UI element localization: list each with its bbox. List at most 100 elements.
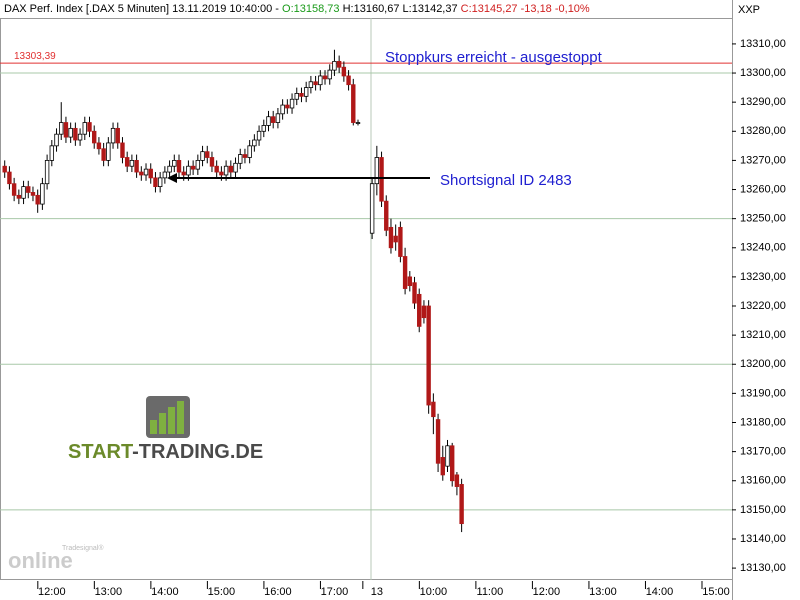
x-tick-label: 10:00 (420, 586, 448, 598)
arrow-head (167, 173, 177, 183)
x-tick-label: 13:00 (589, 586, 617, 598)
candle-body (21, 186, 26, 199)
candle-body (407, 276, 413, 287)
candle-body (214, 165, 219, 173)
candle-body (285, 104, 290, 109)
candle-body (228, 165, 234, 173)
candle-body (271, 116, 276, 123)
logo-bar (150, 420, 157, 434)
candle-body (2, 165, 7, 173)
candle-body (417, 293, 422, 327)
candle-body (139, 171, 144, 176)
y-tick-label: 13190,00 (740, 387, 786, 399)
logo-bar (177, 401, 184, 434)
candle-body (54, 133, 59, 147)
y-tick-label: 13180,00 (740, 416, 786, 428)
candle-body (421, 305, 427, 319)
candle-body (35, 194, 40, 205)
annotation: Stoppkurs erreicht - ausgestoppt (385, 49, 603, 66)
y-tick-label: 13310,00 (740, 38, 786, 50)
candle-body (143, 168, 149, 176)
x-tick-label: 16:00 (264, 586, 292, 598)
header: DAX Perf. Index [.DAX 5 Minuten] 13.11.2… (4, 3, 590, 15)
candle-body (336, 60, 342, 68)
x-tick-label: 13:00 (95, 586, 123, 598)
candle-body (369, 183, 375, 234)
candle-body (40, 183, 45, 205)
x-tick-label: 14:00 (646, 586, 674, 598)
header-title: DAX Perf. Index [.DAX 5 Minuten] 13.11.2… (4, 3, 279, 15)
x-tick-label: 12:00 (533, 586, 561, 598)
candle-body (280, 104, 285, 115)
candle-body (106, 142, 111, 161)
y-tick-label: 13250,00 (740, 213, 786, 225)
y-tick-label: 13280,00 (740, 125, 786, 137)
y-tick-label: 13140,00 (740, 533, 786, 545)
candle-body (190, 165, 196, 170)
header-open: O:13158,73 (282, 3, 340, 15)
candle-body (59, 122, 64, 135)
candle-body (289, 98, 295, 109)
candle-body (195, 160, 201, 170)
candle-body (49, 145, 55, 161)
candle-body (440, 457, 445, 476)
candle-body (355, 122, 361, 124)
x-tick-label: 15:00 (208, 586, 236, 598)
candle-body (205, 151, 210, 158)
candle-body (162, 171, 168, 179)
brand-small: Tradesignal® (62, 544, 104, 552)
candle-body (219, 171, 224, 176)
candle-body (252, 139, 257, 147)
candle-body (459, 484, 464, 525)
candle-body (153, 177, 158, 188)
candle-body (44, 160, 50, 185)
x-tick-label: 13 (371, 586, 383, 598)
y-tick-label: 13220,00 (740, 300, 786, 312)
candle-body (431, 401, 436, 418)
x-tick-label: 12:00 (38, 586, 66, 598)
candle-body (435, 419, 441, 464)
candle-body (318, 75, 323, 86)
candle-body (450, 445, 455, 482)
candle-body (16, 194, 22, 199)
logo-bar (159, 413, 166, 434)
candle-body (129, 160, 135, 167)
candle-body (120, 142, 125, 158)
candle-body (181, 171, 186, 176)
y-tick-label: 13150,00 (740, 504, 786, 516)
candle-body (412, 282, 417, 304)
candle-body (209, 157, 215, 167)
x-tick-label: 11:00 (477, 586, 504, 598)
candle-body (167, 165, 172, 173)
y-tick-label: 13260,00 (740, 183, 786, 195)
logo-bar (168, 407, 175, 434)
annotation: Shortsignal ID 2483 (440, 172, 572, 189)
candle-body (445, 445, 450, 467)
candle-body (256, 130, 262, 141)
candle-body (327, 69, 332, 80)
candle-body (82, 122, 87, 135)
watermark-part: START (68, 441, 133, 463)
y-tick-label: 13130,00 (740, 562, 786, 574)
candle-body (115, 127, 120, 144)
header-high: H:13160,67 (343, 3, 400, 15)
candle-body (393, 235, 398, 243)
candle-body (96, 142, 102, 150)
stop-label: 13303,39 (14, 51, 56, 62)
header-low: L:13142,37 (403, 3, 458, 15)
y-tick-label: 13230,00 (740, 271, 786, 283)
y-tick-label: 13210,00 (740, 329, 786, 341)
candle-body (379, 157, 384, 202)
y-tick-label: 13200,00 (740, 358, 786, 370)
candle-body (7, 171, 12, 185)
y-tick-label: 13160,00 (740, 475, 786, 487)
candle-body (242, 154, 248, 158)
candle-body (294, 93, 299, 100)
candle-body (87, 122, 92, 132)
brand-big: online (8, 548, 73, 573)
candle-body (398, 226, 403, 257)
candle-body (313, 81, 318, 86)
candle-body (172, 160, 177, 167)
